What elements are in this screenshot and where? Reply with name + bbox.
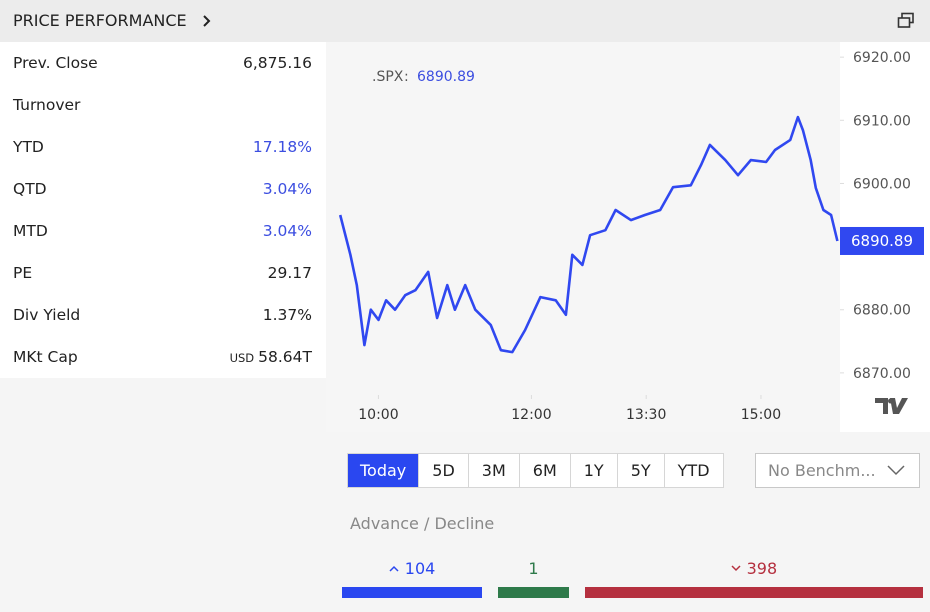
range-button[interactable]: 5D: [418, 454, 468, 487]
stat-row: QTD 3.04%: [0, 168, 326, 210]
price-chart: .SPX : 6890.89 6870.006880.006890.006900…: [326, 42, 930, 432]
range-button[interactable]: 6M: [518, 454, 570, 487]
range-selector: Today 5D 3M 6M 1Y 5Y YTD: [347, 453, 724, 488]
range-button[interactable]: 5Y: [616, 454, 664, 487]
stat-row: YTD 17.18%: [0, 126, 326, 168]
stat-value-group: 1.37%: [263, 306, 312, 324]
stat-value-group: 3.04%: [263, 222, 312, 240]
stat-label: YTD: [13, 138, 44, 156]
advance-bar: [342, 587, 483, 598]
stat-value: 29.17: [267, 264, 312, 282]
stat-row: Div Yield 1.37%: [0, 294, 326, 336]
section-title[interactable]: PRICE PERFORMANCE: [13, 11, 187, 30]
advance-label-group: 104: [389, 556, 436, 580]
dropdown-arrow: [887, 465, 905, 476]
unchanged-column: 1: [498, 556, 569, 598]
x-tick-label: 15:00: [741, 407, 781, 423]
y-tick-label: 6910.00: [853, 113, 911, 129]
legend-value: 6890.89: [417, 69, 475, 85]
stat-row: Turnover: [0, 84, 326, 126]
advance-column: 104: [342, 556, 483, 598]
stats-panel: Prev. Close 6,875.16 Turnover YTD 17.18% QTD 3…: [0, 42, 326, 378]
chevron-icon[interactable]: [202, 14, 212, 28]
decline-count: 398: [746, 558, 778, 578]
stat-row: MTD 3.04%: [0, 210, 326, 252]
stat-value-group: USD 58.64T: [230, 348, 312, 366]
stat-value-group: 6,875.16: [243, 54, 312, 72]
legend-name: .SPX: [372, 69, 404, 85]
advance-decline: 104 1 398: [342, 556, 923, 598]
last-price-label: 6890.89: [851, 232, 913, 250]
advance-decline-title: Advance / Decline: [350, 514, 495, 533]
arrow-icon: [389, 565, 399, 572]
y-tick-label: 6880.00: [853, 303, 911, 319]
x-tick-label: 12:00: [511, 407, 551, 423]
stat-label: PE: [13, 264, 33, 282]
range-button[interactable]: YTD: [663, 454, 723, 487]
stat-value: 6,875.16: [242, 54, 312, 72]
x-tick-label: 10:00: [358, 407, 398, 423]
unchanged-bar: [498, 587, 569, 598]
plot-background: [326, 42, 840, 432]
stat-label: Div Yield: [13, 306, 81, 324]
stat-value: 3.04%: [262, 222, 312, 240]
last-price-tag: [840, 226, 924, 255]
decline-bar: [584, 587, 923, 598]
advance-count: 104: [404, 558, 436, 578]
y-tick-label: 6900.00: [853, 176, 911, 192]
decline-label-group: 398: [731, 556, 778, 580]
stat-value: 3.04%: [262, 180, 312, 198]
range-button[interactable]: Today: [348, 454, 419, 487]
decline-column: 398: [584, 556, 923, 598]
price-line: [338, 115, 839, 354]
stat-value-group: 29.17: [268, 264, 312, 282]
unchanged-count: 1: [528, 558, 539, 578]
stat-row: Prev. Close 6,875.16: [0, 42, 326, 84]
popout-icon[interactable]: [897, 12, 915, 29]
legend-separator: :: [404, 69, 409, 85]
tv-logo: [875, 398, 908, 414]
y-tick-label: 6870.00: [853, 366, 911, 382]
benchmark-text: No Benchm...: [768, 461, 876, 480]
header: PRICE PERFORMANCE: [0, 0, 930, 42]
stat-row: MKt Cap USD 58.64T: [0, 336, 326, 378]
stat-unit: USD: [229, 351, 255, 365]
stat-value: 1.37%: [262, 306, 312, 324]
arrow-icon: [731, 564, 741, 571]
stat-label: Prev. Close: [13, 54, 98, 72]
range-button[interactable]: 1Y: [569, 454, 617, 487]
stat-value: 17.18%: [252, 138, 312, 156]
y-tick-label: 6920.00: [853, 50, 911, 66]
stat-label: QTD: [13, 180, 47, 198]
x-tick-label: 13:30: [626, 407, 666, 423]
stat-label: MTD: [13, 222, 48, 240]
benchmark-dropdown[interactable]: No Benchm...: [755, 453, 920, 488]
stat-row: PE 29.17: [0, 252, 326, 294]
stat-label: MKt Cap: [13, 348, 78, 366]
stat-label: Turnover: [13, 96, 81, 114]
stat-value-group: 3.04%: [263, 180, 312, 198]
stat-value-group: 17.18%: [253, 138, 312, 156]
stat-value: 58.64T: [258, 348, 312, 366]
unchanged-label-group: 1: [528, 556, 538, 580]
range-button[interactable]: 3M: [467, 454, 519, 487]
